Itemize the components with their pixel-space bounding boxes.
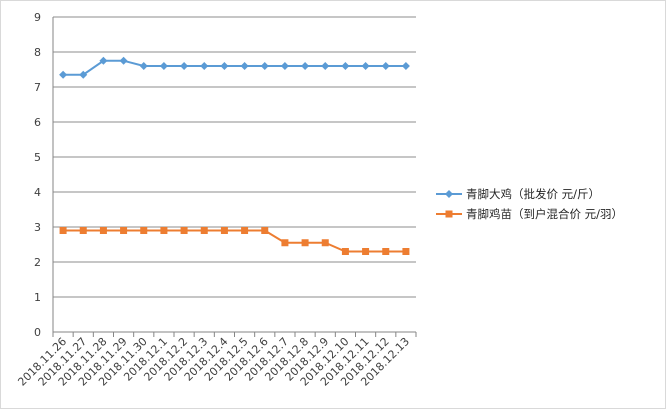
data-point: [301, 239, 309, 247]
data-point: [140, 227, 148, 234]
data-point: [402, 248, 410, 255]
data-point: [241, 227, 249, 234]
data-point: [240, 62, 249, 70]
data-point: [99, 227, 107, 234]
data-point: [220, 227, 228, 234]
data-point: [200, 227, 208, 234]
data-point: [301, 62, 310, 70]
legend-marker: [445, 210, 453, 218]
data-point: [180, 62, 189, 70]
data-point: [260, 62, 269, 70]
data-point: [280, 62, 289, 70]
data-point: [139, 62, 148, 70]
data-point: [120, 227, 128, 234]
data-point: [382, 248, 390, 255]
data-point: [361, 62, 370, 70]
y-tick-label: 4: [34, 186, 41, 199]
data-point: [119, 56, 128, 65]
data-point: [362, 248, 370, 255]
data-point: [321, 62, 330, 70]
series-line-1: [63, 59, 406, 76]
y-tick-label: 8: [34, 46, 41, 59]
y-tick-label: 3: [34, 221, 41, 234]
legend-marker: [445, 190, 453, 198]
y-tick-label: 0: [34, 326, 41, 339]
y-tick-label: 9: [34, 11, 41, 24]
data-point: [99, 56, 108, 65]
y-tick-label: 5: [34, 151, 41, 164]
data-point: [321, 239, 329, 247]
data-point: [261, 227, 269, 234]
y-tick-label: 7: [34, 81, 41, 94]
data-point: [160, 227, 168, 234]
data-point: [341, 62, 350, 70]
y-tick-label: 1: [34, 291, 41, 304]
y-tick-label: 2: [34, 256, 41, 269]
data-point: [200, 62, 209, 70]
data-point: [159, 62, 168, 70]
y-tick-label: 6: [34, 116, 41, 129]
legend-label: 青脚鸡苗（到户混合价 元/羽）: [466, 207, 623, 221]
data-point: [59, 227, 67, 234]
data-point: [220, 62, 229, 70]
series-line-2: [63, 229, 406, 253]
legend-label: 青脚大鸡（批发价 元/斤）: [466, 187, 600, 201]
data-point: [381, 62, 390, 70]
data-point: [281, 239, 289, 247]
data-point: [341, 248, 349, 255]
data-point: [79, 70, 88, 79]
data-point: [79, 227, 87, 234]
data-point: [401, 62, 410, 70]
data-point: [180, 227, 188, 234]
data-point: [59, 70, 68, 79]
